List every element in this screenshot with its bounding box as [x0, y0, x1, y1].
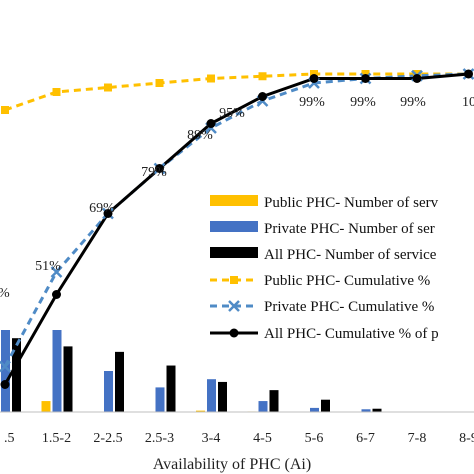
legend-swatch-2	[210, 247, 258, 258]
x-tick-3: 2.5-3	[145, 431, 174, 446]
marker-2-1	[52, 290, 61, 299]
x-tick-6: 5-6	[305, 431, 324, 446]
bar-2-5	[269, 390, 279, 412]
data-label-5: 95%	[219, 106, 245, 121]
legend-item-1: Private PHC- Number of ser	[210, 221, 435, 237]
legend-background	[205, 190, 474, 350]
x-tick-8: 7-8	[408, 431, 427, 446]
legend-label-2: All PHC- Number of service	[264, 247, 437, 263]
marker-2-2	[103, 209, 113, 218]
bar-2-6	[321, 399, 330, 412]
bar-1-2	[104, 371, 113, 412]
bar-1-1	[52, 330, 62, 412]
bar-1-5	[258, 401, 268, 412]
data-label-4: 89%	[187, 128, 213, 143]
line-0	[4, 72, 469, 112]
marker-0-2	[104, 83, 112, 92]
x-tick-1: 1.5-2	[42, 431, 71, 446]
marker-2-5	[258, 92, 267, 101]
data-label-9: 100	[462, 95, 474, 110]
marker-1-1	[50, 266, 63, 278]
legend-item-5: All PHC- Cumulative % of p	[210, 326, 439, 342]
legend-label-1: Private PHC- Number of ser	[264, 221, 435, 237]
legend-label-4: Private PHC- Cumulative %	[264, 299, 434, 315]
bar-1-0	[1, 330, 10, 412]
marker-2-0	[0, 380, 10, 389]
data-label-2: 69%	[89, 201, 115, 216]
data-label-8: 99%	[400, 95, 426, 110]
data-label-0: %	[0, 286, 10, 301]
data-label-3: 79%	[141, 165, 167, 180]
legend-label-5: All PHC- Cumulative % of p	[264, 326, 439, 342]
x-tick-4: 3-4	[202, 431, 221, 446]
x-tick-9: 8-9	[459, 431, 474, 446]
data-label-6: 99%	[299, 95, 325, 110]
bar-0-1	[41, 401, 51, 412]
bar-1-7	[361, 409, 371, 412]
legend-label-3: Public PHC- Cumulative %	[264, 273, 430, 289]
legend: Public PHC- Number of serv Private PHC- N…	[205, 190, 474, 350]
marker-group	[0, 68, 474, 389]
line-2	[3, 72, 469, 386]
bar-group	[1, 330, 382, 412]
line-group	[3, 72, 469, 386]
marker-0-4	[207, 74, 215, 83]
marker-2-6	[309, 74, 319, 83]
bar-1-3	[155, 387, 165, 412]
bar-2-0	[12, 338, 21, 412]
legend-item-2: All PHC- Number of service	[210, 247, 437, 263]
x-tick-0: .5	[4, 431, 15, 446]
bar-2-4	[218, 381, 227, 412]
x-tick-group: .5 1.5-2 2-2.5 2.5-3 3-4 4-5 5-6 6-7 7-8 8-9	[4, 431, 474, 446]
legend-item-0: Public PHC- Number of serv	[210, 195, 439, 211]
legend-swatch-0	[210, 195, 258, 206]
marker-0-1	[52, 88, 61, 96]
data-label-group: % 51% 69% 79% 89% 95% 99% 99% 99% 100	[0, 95, 474, 301]
data-label-7: 99%	[350, 95, 376, 110]
bar-2-7	[372, 408, 382, 412]
marker-2-9	[464, 69, 473, 79]
marker-2-7	[361, 74, 370, 83]
legend-swatch-1	[210, 221, 258, 232]
legend-label-0: Public PHC- Number of serv	[264, 195, 439, 211]
marker-2-4	[206, 119, 216, 128]
marker-1-0	[0, 360, 11, 373]
marker-0-0	[1, 106, 9, 114]
legend-item-4: Private PHC- Cumulative %	[210, 299, 434, 315]
marker-2-8	[412, 74, 422, 83]
marker-0-3	[155, 79, 164, 87]
marker-2-3	[155, 164, 164, 173]
data-label-1: 51%	[35, 259, 61, 274]
bar-2-2	[115, 351, 124, 412]
x-axis-label: Availability of PHC (Ai)	[153, 456, 311, 473]
legend-item-3: Public PHC- Cumulative %	[210, 273, 430, 289]
x-tick-7: 6-7	[356, 431, 375, 446]
bar-2-1	[63, 346, 73, 412]
bar-0-4	[196, 410, 205, 412]
bar-1-4	[207, 379, 216, 412]
bar-1-6	[310, 407, 319, 412]
marker-0-5	[258, 72, 267, 81]
x-tick-5: 4-5	[253, 431, 272, 446]
bar-2-3	[166, 365, 176, 412]
x-tick-2: 2-2.5	[93, 431, 122, 446]
